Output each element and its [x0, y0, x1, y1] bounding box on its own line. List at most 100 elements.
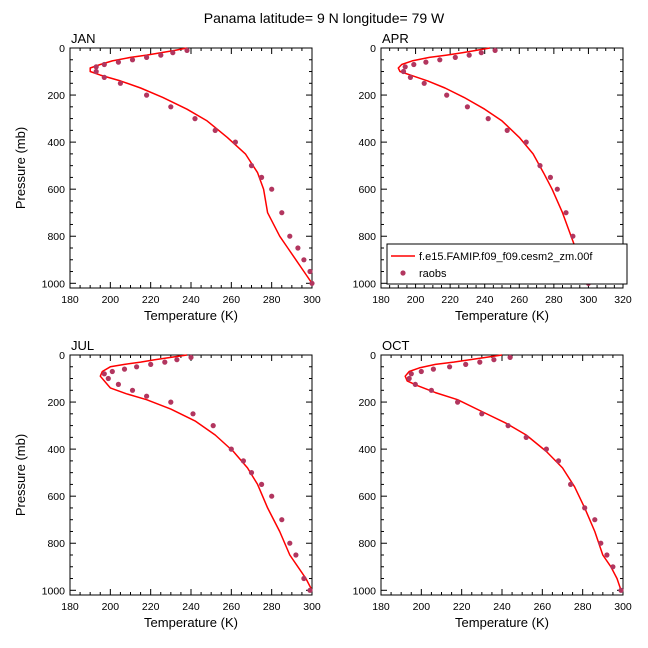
raobs-point [307, 587, 313, 593]
raobs-point [478, 50, 484, 56]
raobs-point [212, 127, 218, 133]
raobs-point [168, 104, 174, 110]
legend-model-label: f.e15.FAMIP.f09_f09.cesm2_zm.00f [419, 251, 593, 263]
legend-marker-swatch [400, 270, 406, 276]
figure-title: Panama latitude= 9 N longitude= 79 W [204, 10, 445, 26]
x-axis-label: Temperature (K) [455, 615, 549, 630]
raobs-point [101, 74, 107, 80]
y-tick-label: 1000 [353, 585, 377, 597]
x-tick-label: 200 [407, 294, 425, 306]
x-tick-label: 280 [545, 294, 563, 306]
raobs-point [259, 481, 265, 487]
raobs-point [477, 359, 483, 365]
x-tick-label: 220 [142, 601, 160, 613]
y-tick-label: 200 [358, 90, 376, 102]
x-tick-label: 280 [263, 294, 281, 306]
raobs-point [287, 233, 293, 239]
y-tick-label: 1000 [353, 278, 377, 290]
x-tick-label: 320 [614, 294, 632, 306]
raobs-point [463, 361, 469, 367]
raobs-point [190, 411, 196, 417]
plot-frame [69, 354, 313, 596]
raobs-point [505, 423, 511, 429]
x-tick-label: 300 [303, 294, 321, 306]
raobs-point [406, 375, 412, 382]
raobs-point [400, 68, 407, 75]
y-axis-label: Pressure (mb) [13, 127, 28, 209]
raobs-point [293, 552, 299, 558]
raobs-point [115, 59, 121, 65]
x-tick-label: 260 [223, 601, 241, 613]
y-tick-label: 800 [47, 538, 65, 550]
x-tick-label: 200 [413, 601, 431, 613]
raobs-point [295, 245, 301, 251]
raobs-point [117, 80, 123, 86]
raobs-point [412, 381, 418, 387]
panel-label: JUL [71, 338, 94, 353]
raobs-point [430, 366, 436, 372]
raobs-point [121, 366, 128, 372]
model-profile-line [99, 354, 313, 591]
x-tick-label: 280 [263, 601, 281, 613]
raobs-point [485, 116, 491, 122]
model-profile-line [397, 47, 590, 284]
model-profile-line [89, 47, 313, 284]
y-tick-label: 0 [59, 350, 65, 362]
raobs-point [570, 233, 576, 239]
x-tick-label: 220 [441, 294, 459, 306]
y-tick-label: 1000 [42, 585, 66, 597]
y-tick-label: 1000 [42, 278, 66, 290]
legend-box [386, 243, 628, 285]
y-tick-label: 400 [47, 137, 65, 149]
raobs-point [144, 92, 150, 98]
x-tick-label: 260 [511, 294, 529, 306]
panels: JAN 180 200 220 240 260 280 300 0 200 400 600 800 100… [13, 31, 632, 630]
raobs-point [452, 54, 458, 61]
raobs-point [232, 139, 238, 145]
raobs-point [455, 399, 461, 405]
x-tick-label: 300 [303, 601, 321, 613]
raobs-point [129, 57, 136, 63]
raobs-point [592, 517, 598, 523]
raobs-point [259, 174, 265, 180]
raobs-point [144, 54, 150, 61]
x-tick-label: 180 [61, 601, 79, 613]
y-tick-label: 600 [47, 491, 65, 503]
raobs-point [307, 268, 313, 275]
raobs-point [188, 354, 194, 360]
x-axis-label: Temperature (K) [144, 615, 238, 630]
raobs-point [568, 481, 574, 487]
raobs-point [105, 375, 111, 382]
raobs-point [287, 540, 293, 546]
x-tick-label: 240 [182, 601, 200, 613]
raobs-point [210, 423, 216, 429]
raobs-point [523, 139, 529, 145]
x-tick-label: 260 [534, 601, 552, 613]
raobs-point [598, 540, 604, 546]
x-axis-label: Temperature (K) [455, 308, 549, 323]
raobs-point [279, 517, 285, 523]
raobs-point [309, 280, 315, 286]
panel-apr: APR 180 200 220 240 260 280 300 320 0 200 400 600 800… [353, 31, 632, 323]
y-tick-label: 800 [47, 231, 65, 243]
raobs-point [101, 371, 107, 377]
y-tick-label: 600 [358, 184, 376, 196]
raobs-point [129, 387, 136, 393]
raobs-point [421, 80, 427, 86]
raobs-point [269, 186, 275, 192]
panel-jan: JAN 180 200 220 240 260 280 300 0 200 400 600 800 100… [13, 31, 321, 323]
raobs-point [523, 434, 529, 440]
x-tick-label: 240 [493, 601, 511, 613]
y-tick-label: 0 [59, 43, 65, 55]
raobs-point [301, 257, 307, 263]
raobs-point [466, 52, 472, 58]
legend-obs-label: raobs [419, 268, 447, 280]
raobs-point [464, 104, 470, 110]
x-axis-label: Temperature (K) [144, 308, 238, 323]
y-axis-label: Pressure (mb) [13, 434, 28, 516]
raobs-point [228, 446, 234, 452]
raobs-point [184, 47, 190, 54]
x-tick-label: 240 [182, 294, 200, 306]
raobs-point [437, 57, 443, 63]
